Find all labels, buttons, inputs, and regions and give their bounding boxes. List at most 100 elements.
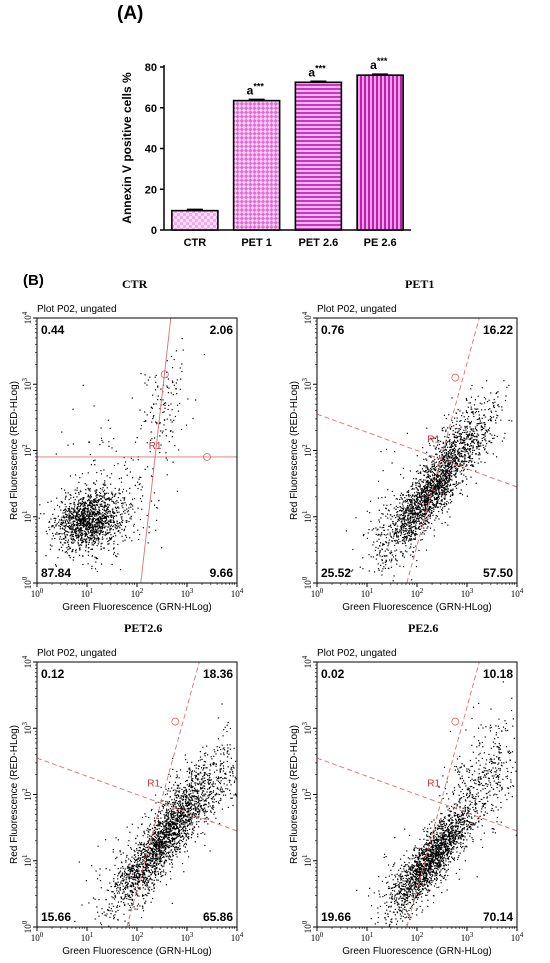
event-dot [65,506,67,508]
event-dot [456,458,458,460]
event-dot [433,535,435,537]
event-dot [69,555,71,557]
event-dot [425,520,427,522]
event-dot [112,500,114,503]
event-dot [493,406,495,408]
event-dot [151,848,153,850]
event-dot [88,522,90,524]
event-dot [436,456,438,458]
event-dot [463,438,466,440]
event-dot [102,531,105,533]
event-dot [433,478,435,480]
event-dot [471,460,473,462]
event-dot [426,511,428,513]
event-dot [165,859,167,861]
event-dot [470,411,473,413]
event-dot [84,535,86,537]
event-dot [49,521,51,523]
event-dot [449,478,451,480]
event-dot [207,823,209,825]
event-dot [408,525,411,527]
event-dot [415,507,417,509]
event-dot [174,804,176,806]
event-dot [488,440,490,442]
event-dot [164,794,167,796]
event-dot [407,524,409,526]
event-dot [424,506,426,508]
category-label: PET 2.6 [299,237,339,249]
event-dot [96,570,98,573]
event-dot [445,453,447,455]
event-dot [84,505,86,507]
event-dot [134,441,137,443]
event-dot [402,555,404,557]
event-dot [437,500,439,503]
event-dot [442,457,444,459]
event-dot [139,888,141,890]
event-dot [468,456,470,459]
event-dot [70,542,73,544]
event-dot [362,535,365,537]
event-dot [110,524,112,526]
event-dot [444,498,446,500]
event-dot [402,505,404,507]
event-dot [468,402,470,404]
event-dot [102,514,105,516]
event-dot [99,487,102,490]
event-dot [432,477,434,479]
event-dot [154,867,157,869]
event-dot [109,510,111,512]
event-dot [114,532,116,534]
event-dot [413,514,415,516]
event-dot [81,522,83,524]
gate-vertical [140,317,172,584]
event-dot [89,525,92,527]
event-dot [137,868,139,870]
event-dot [433,487,436,489]
event-dot [433,504,436,506]
event-dot [504,432,506,434]
event-dot [455,487,458,489]
event-dot [394,532,396,534]
event-dot [473,465,475,467]
event-dot [452,489,454,491]
event-dot [83,497,85,499]
event-dot [117,501,119,503]
event-dot [441,510,443,512]
event-dot [83,523,85,526]
event-dot [154,376,156,378]
event-dot [90,548,92,550]
event-dot [149,411,152,413]
event-dot [405,511,407,513]
y-tick-label: 103 [301,378,313,391]
event-dot [113,543,115,545]
event-dot [154,841,156,843]
event-dot [420,497,422,499]
event-dot [489,427,491,429]
event-dot [81,540,83,542]
event-dot [116,511,118,514]
event-dot [59,538,61,540]
event-dot [453,433,455,436]
event-dot [84,483,86,485]
event-dot [391,558,393,560]
event-dot [378,553,380,555]
event-dot [437,474,439,477]
event-dot [105,498,107,500]
event-dot [116,521,118,523]
event-dot [497,404,499,406]
event-dot [104,513,106,515]
event-dot [152,848,154,850]
event-dot [449,480,451,482]
event-dot [395,535,398,537]
event-dot [161,832,164,834]
event-dot [452,442,454,444]
event-dot [208,797,210,799]
event-dot [405,528,407,530]
event-dot [80,518,82,520]
event-dot [78,508,81,510]
event-dot [75,529,77,531]
event-dot [478,411,480,413]
event-dot [52,532,54,534]
event-dot [85,519,87,521]
